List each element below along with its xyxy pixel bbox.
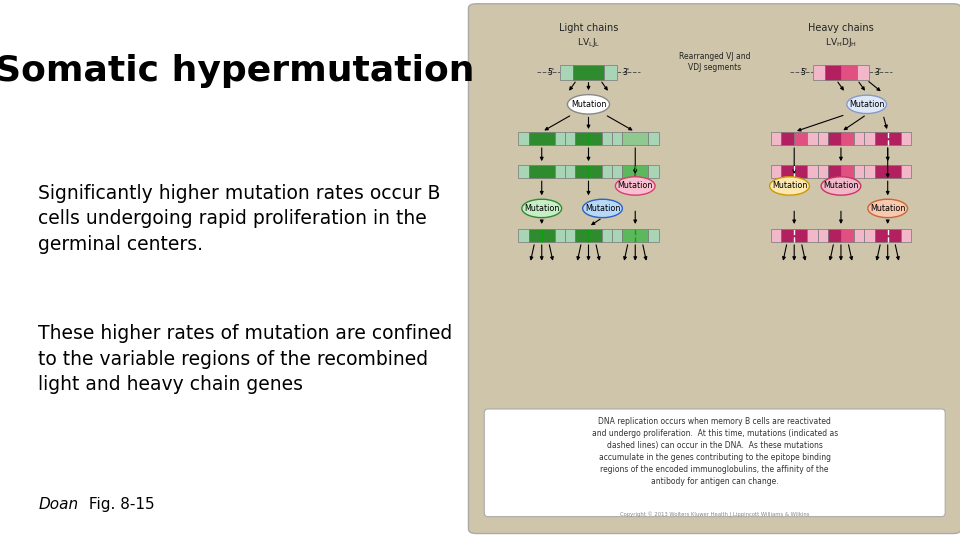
Bar: [794, 132, 807, 145]
Bar: [781, 132, 794, 145]
Text: LV$_\mathregular{H}$DJ$_\mathregular{H}$: LV$_\mathregular{H}$DJ$_\mathregular{H}$: [825, 37, 857, 50]
Ellipse shape: [821, 177, 861, 195]
Bar: [807, 132, 818, 145]
Bar: [602, 132, 612, 145]
Text: 5': 5': [801, 68, 807, 77]
Ellipse shape: [583, 199, 622, 218]
Bar: [818, 165, 828, 178]
Ellipse shape: [847, 95, 886, 113]
Bar: [602, 165, 612, 178]
Bar: [771, 165, 781, 178]
Bar: [900, 132, 911, 145]
Bar: [828, 165, 841, 178]
Bar: [602, 229, 612, 242]
Bar: [561, 65, 573, 80]
Bar: [771, 132, 781, 145]
Text: Mutation: Mutation: [524, 204, 560, 213]
Bar: [828, 229, 841, 242]
Bar: [573, 65, 604, 80]
Text: LV$_\mathregular{L}$J$_\mathregular{L}$: LV$_\mathregular{L}$J$_\mathregular{L}$: [577, 37, 600, 50]
Bar: [555, 165, 565, 178]
Text: Mutation: Mutation: [585, 204, 620, 213]
Ellipse shape: [567, 94, 610, 114]
Ellipse shape: [770, 177, 809, 195]
Bar: [622, 229, 648, 242]
Text: Mutation: Mutation: [849, 100, 884, 109]
Bar: [841, 229, 854, 242]
Bar: [828, 132, 841, 145]
Ellipse shape: [522, 199, 562, 218]
Text: 5': 5': [548, 68, 555, 77]
Bar: [807, 229, 818, 242]
Bar: [575, 132, 602, 145]
Text: Mutation: Mutation: [772, 181, 807, 191]
Bar: [529, 165, 555, 178]
FancyBboxPatch shape: [484, 409, 946, 517]
Bar: [781, 229, 807, 242]
Bar: [529, 229, 555, 242]
Bar: [622, 165, 648, 178]
Bar: [854, 229, 864, 242]
Bar: [565, 132, 575, 145]
Bar: [529, 132, 555, 145]
Bar: [604, 65, 616, 80]
Text: Mutation: Mutation: [571, 100, 606, 109]
Text: 3': 3': [875, 68, 881, 77]
Bar: [875, 165, 900, 178]
Bar: [841, 132, 854, 145]
FancyBboxPatch shape: [468, 4, 960, 534]
Bar: [622, 132, 648, 145]
Text: These higher rates of mutation are confined
to the variable regions of the recom: These higher rates of mutation are confi…: [38, 324, 453, 395]
Bar: [864, 165, 875, 178]
Bar: [826, 65, 841, 80]
Bar: [856, 65, 869, 80]
Bar: [612, 229, 622, 242]
Bar: [854, 165, 864, 178]
Bar: [555, 229, 565, 242]
Bar: [864, 132, 875, 145]
Bar: [518, 229, 529, 242]
Bar: [575, 229, 602, 242]
Text: Significantly higher mutation rates occur B
cells undergoing rapid proliferation: Significantly higher mutation rates occu…: [38, 184, 441, 254]
Text: DNA replication occurs when memory B cells are reactivated
and undergo prolifera: DNA replication occurs when memory B cel…: [591, 417, 838, 487]
Text: Fig. 8-15: Fig. 8-15: [84, 497, 156, 512]
Bar: [841, 165, 854, 178]
Bar: [864, 229, 875, 242]
Bar: [555, 132, 565, 145]
Bar: [612, 165, 622, 178]
Bar: [818, 132, 828, 145]
Bar: [813, 65, 826, 80]
Bar: [518, 132, 529, 145]
Text: Mutation: Mutation: [617, 181, 653, 191]
Bar: [841, 65, 856, 80]
Bar: [648, 229, 659, 242]
Bar: [900, 229, 911, 242]
Bar: [518, 165, 529, 178]
Ellipse shape: [868, 199, 907, 218]
Text: Light chains: Light chains: [559, 23, 618, 33]
Bar: [875, 229, 900, 242]
Bar: [575, 165, 602, 178]
Bar: [875, 132, 900, 145]
Text: Mutation: Mutation: [824, 181, 858, 191]
Bar: [771, 229, 781, 242]
Bar: [854, 132, 864, 145]
Bar: [648, 165, 659, 178]
Text: Heavy chains: Heavy chains: [808, 23, 874, 33]
Bar: [781, 165, 807, 178]
Bar: [818, 229, 828, 242]
Text: Copyright © 2013 Wolters Kluwer Health | Lippincott Williams & Wilkins: Copyright © 2013 Wolters Kluwer Health |…: [620, 511, 809, 518]
Bar: [612, 132, 622, 145]
Bar: [900, 165, 911, 178]
Bar: [565, 165, 575, 178]
Text: 3': 3': [622, 68, 629, 77]
Text: Mutation: Mutation: [870, 204, 905, 213]
Text: Rearranged VJ and
VDJ segments: Rearranged VJ and VDJ segments: [679, 52, 751, 72]
Bar: [648, 132, 659, 145]
Bar: [565, 229, 575, 242]
Text: Somatic hypermutation: Somatic hypermutation: [0, 54, 475, 88]
Bar: [807, 165, 818, 178]
Text: Doan: Doan: [38, 497, 79, 512]
Ellipse shape: [615, 177, 655, 195]
